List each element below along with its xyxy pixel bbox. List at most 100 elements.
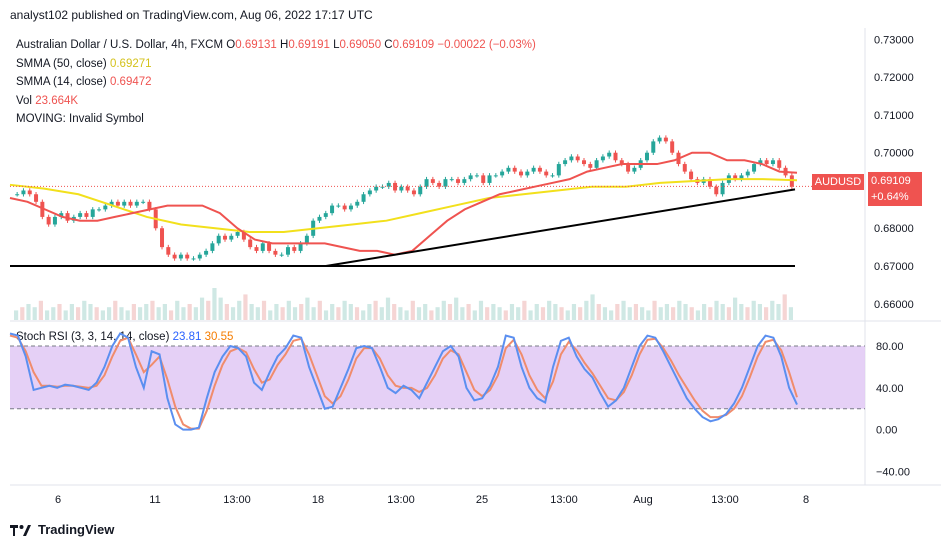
volume-bar (125, 310, 130, 320)
candle-body (248, 239, 253, 248)
stoch-legend[interactable]: Stoch RSI (3, 3, 14, 14, close) 23.81 30… (16, 331, 233, 343)
price-tag-value: 0.69109 (871, 175, 911, 187)
volume-bar (57, 304, 62, 320)
volume-bar (751, 300, 756, 320)
volume-bar (69, 304, 74, 320)
candle-body (204, 250, 209, 255)
candle-body (279, 254, 284, 256)
stoch-tick-label: −40.00 (876, 466, 910, 478)
candle-body (758, 160, 763, 165)
volume-bar (224, 304, 229, 320)
volume-bar (472, 310, 477, 320)
candle-body (141, 201, 146, 203)
trendline-ascending (325, 188, 796, 267)
volume-bar (82, 300, 87, 320)
candle-body (166, 247, 171, 255)
candle-body (770, 160, 775, 165)
volume-bar (621, 300, 626, 320)
volume-bar (323, 310, 329, 320)
stoch-band-fill (10, 346, 865, 409)
volume-bar (311, 307, 316, 320)
time-tick-label: 13:00 (550, 494, 578, 506)
volume-bar (733, 297, 738, 320)
volume-bar (100, 310, 105, 320)
smma50-row[interactable]: SMMA (50, close) 0.69271 (16, 55, 536, 74)
volume-bar (454, 297, 459, 320)
smma14-label: SMMA (14, close) (16, 76, 107, 88)
candle-body (235, 232, 240, 236)
open-value: 0.69131 (235, 39, 277, 51)
volume-bar (181, 307, 186, 320)
volume-bar (193, 307, 198, 320)
candle-body (550, 175, 555, 177)
stoch-k-line (9, 332, 798, 431)
smma14-row[interactable]: SMMA (14, close) 0.69472 (16, 73, 536, 92)
volume-bar (212, 288, 217, 320)
volume-bar (330, 304, 335, 320)
symbol-title[interactable]: Australian Dollar / U.S. Dollar, 4h, FXC… (16, 39, 224, 51)
candle-body (745, 171, 750, 176)
volume-bar (788, 307, 793, 320)
volume-row[interactable]: Vol 23.664K (16, 92, 536, 111)
volume-bar (714, 300, 719, 320)
volume-bar (230, 307, 236, 320)
candle-body (600, 156, 605, 161)
candle-body (430, 179, 435, 183)
smma50-label: SMMA (50, close) (16, 57, 107, 70)
candle-body (361, 194, 366, 202)
candle-body (374, 186, 379, 191)
candle-body (424, 179, 429, 187)
volume-bar (38, 300, 43, 320)
axes: 0.660000.670000.680000.690000.700000.710… (55, 34, 914, 506)
time-tick-label: 6 (55, 494, 61, 506)
volume-bar (559, 307, 564, 320)
candle-body (411, 190, 416, 195)
volume-bar (286, 300, 291, 320)
candle-body (506, 167, 511, 172)
moving-label: MOVING: Invalid Symbol (16, 113, 144, 125)
candle-body (563, 160, 568, 165)
price-tick-label: 0.71000 (874, 110, 914, 122)
volume-bar (615, 304, 620, 320)
smma50-value: 0.69271 (109, 57, 152, 70)
time-tick-label: 8 (803, 494, 809, 506)
volume-bar (379, 307, 384, 320)
footer: TradingView (10, 522, 114, 537)
volume-bar (274, 304, 279, 320)
volume-bar (695, 310, 701, 320)
volume-bar (385, 297, 391, 320)
candle-body (367, 190, 372, 195)
moving-row[interactable]: MOVING: Invalid Symbol (16, 110, 536, 129)
volume-bar (51, 307, 56, 320)
volume-bar (410, 300, 415, 320)
time-tick-label: 13:00 (711, 494, 739, 506)
volume-bar (584, 300, 589, 320)
stoch-band (10, 345, 865, 410)
candle-body (386, 182, 391, 187)
volume-bar (342, 300, 347, 320)
volume-bar (571, 304, 577, 320)
volume-bar (447, 304, 453, 320)
volume-bar (243, 294, 248, 320)
candle-body (65, 213, 70, 221)
candle-body (739, 175, 744, 180)
candle-body (216, 235, 221, 244)
candle-body (348, 205, 353, 210)
candle-body (109, 201, 114, 206)
volume-bar (373, 300, 378, 320)
candle-body (59, 213, 64, 217)
price-tick-label: 0.66000 (874, 299, 914, 311)
volume-bar (720, 304, 725, 320)
volume-bar (156, 307, 161, 320)
candle-body (115, 201, 120, 206)
candle-body (191, 258, 196, 260)
volume-bar (503, 310, 508, 320)
candle-body (185, 254, 190, 259)
volume-bar (255, 307, 260, 320)
stoch-tick-label: 40.00 (876, 383, 904, 395)
volume-bar (299, 304, 304, 320)
candle-body (575, 156, 580, 161)
candle-body (500, 171, 505, 176)
volume-bar (113, 300, 118, 320)
